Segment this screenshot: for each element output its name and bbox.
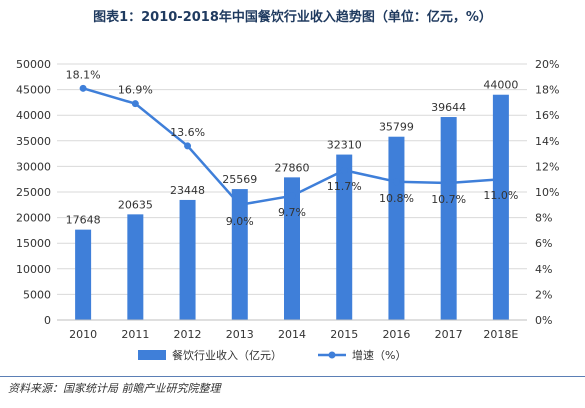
bar-value-label: 25569 <box>222 173 257 186</box>
growth-label: 10.8% <box>379 192 414 205</box>
bar <box>231 189 248 320</box>
bar <box>179 199 196 320</box>
growth-point <box>340 166 348 174</box>
growth-point <box>131 100 139 108</box>
bar <box>492 94 509 320</box>
bar-value-label: 20635 <box>118 198 153 211</box>
growth-label: 9.0% <box>226 215 254 228</box>
growth-labels: 18.1% 16.9% 13.6% 9.0% 9.7% 11.7% 10.8% 10.7% 11… <box>66 68 519 227</box>
bar <box>440 117 457 320</box>
growth-point <box>445 179 453 187</box>
growth-line <box>79 84 505 209</box>
right-tick-label: 10% <box>535 186 559 199</box>
bar <box>75 229 92 320</box>
left-tick-label: 50000 <box>16 58 51 71</box>
bar-value-label: 35799 <box>379 121 414 134</box>
growth-point <box>392 178 400 186</box>
left-tick-label: 30000 <box>16 160 51 173</box>
growth-label: 10.7% <box>431 193 466 206</box>
bar-value-label: 44000 <box>483 79 518 92</box>
growth-label: 9.7% <box>278 206 306 219</box>
right-tick-label: 4% <box>535 263 552 276</box>
right-tick-label: 6% <box>535 237 552 250</box>
chart-title: 图表1：2010-2018年中国餐饮行业收入趋势图（单位：亿元，%） <box>93 10 492 25</box>
right-tick-label: 2% <box>535 288 552 301</box>
x-tick-label: 2014 <box>278 328 306 341</box>
source-note: 资料来源：国家统计局 前瞻产业研究院整理 <box>8 382 221 395</box>
x-tick-label: 2013 <box>226 328 254 341</box>
x-tick-label: 2012 <box>174 328 202 341</box>
legend: 餐饮行业收入（亿元） 增速（%） <box>138 348 406 362</box>
left-axis: 0 5000 10000 15000 20000 25000 30000 35000 40000… <box>16 58 51 327</box>
left-tick-label: 0 <box>44 314 51 327</box>
growth-label: 13.6% <box>170 126 205 139</box>
bar-value-label: 39644 <box>431 101 466 114</box>
growth-point <box>236 201 244 209</box>
growth-point <box>497 175 505 183</box>
right-axis: 0% 2% 4% 6% 8% 10% 12% 14% 16% 18% 20% <box>535 58 559 327</box>
x-tick-label: 2010 <box>69 328 97 341</box>
bar <box>284 177 300 320</box>
growth-label: 16.9% <box>118 84 153 97</box>
right-tick-label: 8% <box>535 212 552 225</box>
growth-label: 11.7% <box>327 180 362 193</box>
bar-value-label: 32310 <box>327 139 362 152</box>
growth-point <box>79 84 87 92</box>
x-tick-label: 2011 <box>121 328 149 341</box>
bar <box>388 136 405 320</box>
legend-label-line: 增速（%） <box>352 348 406 362</box>
x-tick-label: 2018E <box>483 328 518 341</box>
bar-value-label: 17648 <box>66 214 101 227</box>
right-tick-label: 20% <box>535 58 559 71</box>
bar <box>336 154 353 320</box>
left-tick-label: 20000 <box>16 212 51 225</box>
right-tick-label: 12% <box>535 160 559 173</box>
legend-marker-line <box>328 351 336 359</box>
growth-label: 11.0% <box>483 189 518 202</box>
right-tick-label: 16% <box>535 109 559 122</box>
bar-value-labels: 17648 20635 23448 25569 27860 32310 35799 39644… <box>66 79 519 227</box>
growth-label: 18.1% <box>66 68 101 81</box>
bar-value-label: 27860 <box>275 161 310 174</box>
right-tick-label: 14% <box>535 135 559 148</box>
legend-label-bars: 餐饮行业收入（亿元） <box>172 348 282 362</box>
growth-point <box>184 142 192 150</box>
x-tick-label: 2017 <box>435 328 463 341</box>
right-tick-label: 18% <box>535 84 559 97</box>
x-tick-label: 2015 <box>330 328 358 341</box>
left-tick-label: 5000 <box>23 288 51 301</box>
left-tick-label: 45000 <box>16 84 51 97</box>
footer-divider <box>0 376 585 377</box>
right-tick-label: 0% <box>535 314 552 327</box>
bar <box>127 214 144 320</box>
x-axis: 2010 2011 2012 2013 2014 2015 2016 2017 2018E <box>57 319 527 341</box>
left-tick-label: 40000 <box>16 109 51 122</box>
x-tick-label: 2016 <box>382 328 410 341</box>
legend-swatch-bars <box>138 350 166 360</box>
left-tick-label: 10000 <box>16 263 51 276</box>
bar-value-label: 23448 <box>170 184 205 197</box>
bars <box>75 94 509 320</box>
growth-point <box>288 192 296 200</box>
left-tick-label: 25000 <box>16 186 51 199</box>
left-tick-label: 35000 <box>16 135 51 148</box>
left-tick-label: 15000 <box>16 237 51 250</box>
